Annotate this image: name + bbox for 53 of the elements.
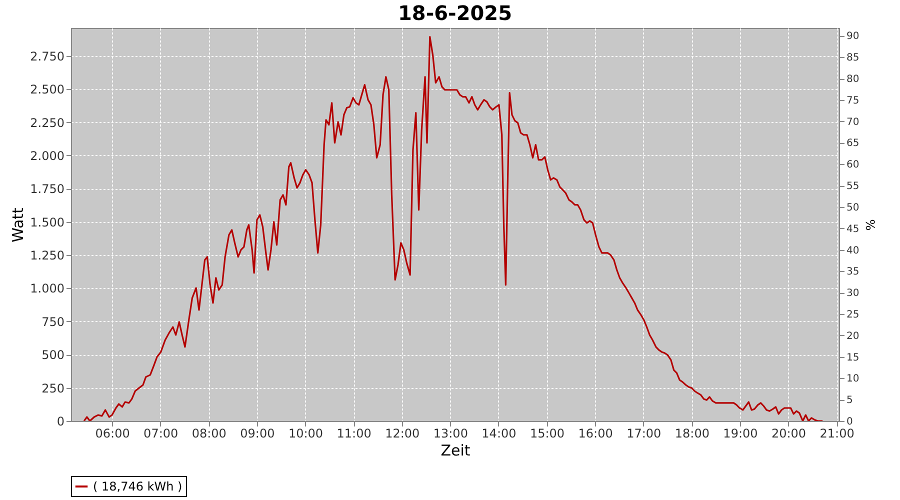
y-tick-label: 1.750: [30, 182, 64, 196]
y2-tick-label: 65: [846, 138, 860, 150]
y2-tick-label: 50: [846, 202, 860, 214]
legend-label: ( 18,746 kWh ): [93, 480, 182, 494]
line-series: [83, 36, 824, 421]
y-tick-label: 1.000: [30, 282, 64, 296]
x-tick-label: 17:00: [626, 426, 662, 440]
y2-axis-title: %: [863, 219, 878, 231]
y2-tick-label: 25: [846, 309, 860, 320]
x-tick-label: 13:00: [433, 426, 468, 440]
y2-tick-label: 30: [846, 288, 860, 300]
x-tick-label: 08:00: [192, 426, 226, 440]
y2-tick-label: 10: [846, 374, 860, 385]
x-tick-label: 14:00: [482, 426, 516, 440]
y-tick-label: 1.500: [30, 215, 64, 230]
y2-tick-label: 90: [846, 31, 860, 42]
x-axis-title: Zeit: [440, 442, 470, 460]
y-tick-label: 2.500: [30, 82, 64, 97]
y2-tick-label: 40: [846, 245, 860, 256]
y-tick-label: 250: [42, 381, 64, 396]
x-tick-label: 21:00: [820, 426, 854, 440]
y2-tick-label: 55: [846, 181, 860, 192]
x-tick-label: 07:00: [144, 426, 178, 440]
x-tick-label: 11:00: [336, 426, 372, 440]
y2-tick-label: 60: [846, 160, 860, 171]
y2-tick-label: 75: [846, 95, 860, 106]
chart-title: 18-6-2025: [398, 1, 512, 25]
y-tick-label: 2.000: [30, 148, 64, 163]
y-tick-label: 750: [42, 314, 64, 329]
y2-tick-label: 70: [846, 116, 860, 128]
y2-tick-label: 45: [846, 224, 860, 235]
y2-tick-label: 5: [846, 395, 853, 406]
x-tick-label: 15:00: [530, 426, 565, 440]
y2-tick-label: 35: [846, 266, 860, 278]
y-tick-label: 2.750: [30, 49, 64, 64]
y-tick-label: 500: [42, 348, 64, 362]
x-tick-label: 18:00: [674, 426, 710, 440]
y-tick-label: 1.250: [30, 248, 64, 263]
y-axis-title: Watt: [9, 207, 28, 242]
x-tick-label: 09:00: [240, 426, 275, 440]
x-tick-label: 16:00: [578, 426, 613, 440]
x-tick-label: 10:00: [288, 426, 324, 440]
x-tick-label: 20:00: [771, 426, 806, 440]
y2-tick-label: 80: [846, 74, 860, 86]
x-tick-label: 06:00: [95, 426, 130, 440]
x-tick-label: 12:00: [385, 426, 420, 440]
x-tick-label: 19:00: [723, 426, 758, 440]
y2-tick-label: 15: [846, 352, 860, 364]
y2-tick-label: 20: [846, 330, 860, 342]
y-tick-label: 2.250: [30, 116, 64, 130]
y2-tick-label: 85: [846, 52, 860, 64]
y2-tick-label: 0: [846, 416, 853, 428]
y-tick-label: 0: [56, 414, 64, 428]
